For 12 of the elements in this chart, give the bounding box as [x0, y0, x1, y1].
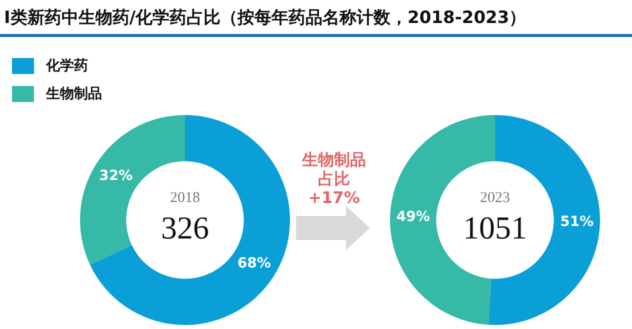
- legend-label: 化学药: [46, 57, 88, 75]
- data-label: 51%: [560, 214, 594, 230]
- data-label: 49%: [396, 209, 430, 226]
- data-label: 32%: [99, 168, 133, 184]
- text: 生物制品占比+17%: [300, 150, 367, 207]
- text: 1051: [463, 209, 527, 246]
- text: 326: [161, 209, 209, 246]
- data-label: 68%: [237, 256, 271, 272]
- legend-label: 生物制品: [46, 85, 102, 103]
- text: 2018: [170, 190, 200, 206]
- text: 2023: [480, 190, 510, 206]
- chart-title: I类新药中生物药/化学药占比（按每年药品名称计数，2018-2023）: [4, 7, 526, 29]
